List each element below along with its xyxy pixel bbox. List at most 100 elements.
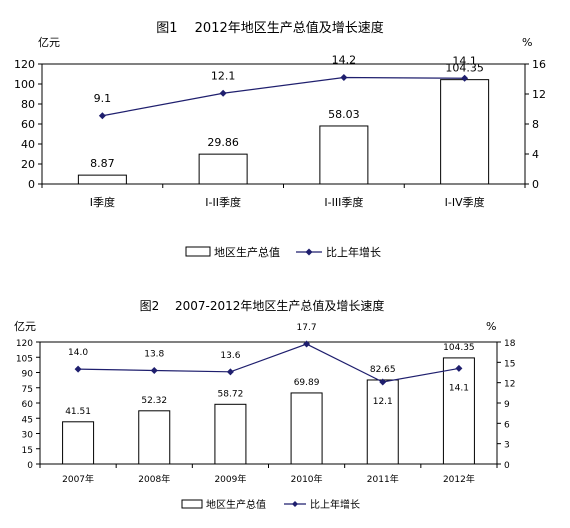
chart2-growth-value-label: 13.8 (144, 349, 164, 359)
chart2-legend-bar-label: 地区生产总值 (206, 498, 266, 511)
chart1-left-tick-label: 20 (21, 158, 35, 171)
chart2-bar-value-label: 104.35 (443, 343, 475, 353)
chart1-bar (440, 79, 490, 185)
chart1-category-label: I-II季度 (205, 195, 241, 209)
chart1-left-tick-label: 80 (21, 98, 35, 111)
chart2-growth-line (78, 343, 460, 383)
chart1-right-axis-unit: % (522, 36, 532, 49)
chart1-growth-point (461, 74, 469, 82)
chart1-left-tick-label: 120 (14, 58, 35, 71)
chart2-growth-point (379, 378, 387, 386)
chart2-category-label: 2010年 (291, 473, 323, 485)
chart2-growth-point (226, 368, 234, 376)
chart2-bar (442, 357, 475, 465)
chart1-left-tick-label: 60 (21, 118, 35, 131)
chart2-category-label: 2012年 (443, 473, 475, 485)
chart2-plot: 0 15 30 45 60 75 90 105 120 0 3 6 9 12 15 18 41.51 52.32 5… (16, 323, 516, 485)
chart1-category-label: I-IV季度 (445, 195, 485, 209)
chart2-bar-value-label: 69.89 (294, 378, 320, 388)
chart2-legend-line-label: 比上年增长 (310, 498, 360, 511)
chart2-right-tick-label: 15 (504, 359, 515, 369)
chart1-category-label: I季度 (90, 195, 115, 209)
chart2: 图2 2007-2012年地区生产总值及增长速度 亿元 % 0153045607… (14, 298, 516, 511)
chart2-bar (366, 379, 399, 465)
chart1-right-tick-label: 0 (532, 178, 539, 191)
chart1-bar (77, 174, 127, 185)
chart1-legend-bar-label: 地区生产总值 (214, 245, 280, 259)
chart2-category-label: 2009年 (214, 473, 246, 485)
chart2-bar (138, 410, 171, 465)
chart2-bar (62, 421, 95, 465)
chart2-right-tick-label: 0 (504, 461, 510, 471)
chart2-left-tick-label: 105 (16, 354, 33, 364)
chart2-right-tick-label: 18 (504, 339, 516, 349)
chart1-right-tick-label: 8 (532, 118, 539, 131)
chart1-left-tick-label: 0 (28, 178, 35, 191)
chart1-right-tick-label: 12 (532, 88, 546, 101)
chart1-legend-bar-swatch (185, 246, 211, 257)
chart2-right-tick-label: 3 (504, 441, 510, 451)
chart2-left-tick-label: 45 (22, 415, 33, 425)
chart2-bar-value-label: 58.72 (218, 389, 244, 399)
chart1-bar-value-label: 8.87 (90, 157, 115, 170)
chart1-bar-value-label: 58.03 (328, 108, 360, 121)
chart1-left-tick-label: 100 (14, 78, 35, 91)
chart2-left-tick-label: 0 (27, 461, 33, 471)
chart2-right-tick-label: 12 (504, 380, 515, 390)
chart1-plot: 0 20 40 60 80 100 120 0 4 8 12 16 8.87 29.86 58.03 104.… (14, 54, 546, 210)
chart2-bar-value-label: 52.32 (141, 396, 167, 406)
chart2-legend-bar-swatch (181, 499, 203, 509)
chart2-left-tick-label: 90 (22, 370, 34, 380)
chart2-category-label: 2011年 (367, 473, 399, 485)
chart1-growth-value-label: 14.1 (452, 54, 477, 67)
chart2-right-tick-label: 6 (504, 420, 510, 430)
chart1-legend-line-marker (305, 248, 313, 256)
chart2-left-tick-label: 15 (22, 446, 33, 456)
chart2-category-label: 2008年 (138, 473, 170, 485)
chart2-left-tick-label: 120 (16, 339, 33, 349)
chart2-title: 图2 2007-2012年地区生产总值及增长速度 (140, 298, 385, 313)
chart2-legend: 地区生产总值 比上年增长 (181, 498, 360, 511)
chart2-growth-point (455, 364, 463, 372)
chart2-bar-value-label: 41.51 (65, 407, 91, 417)
chart2-growth-point (150, 366, 158, 374)
chart2-growth-value-label: 13.6 (220, 351, 240, 361)
chart1-right-tick-label: 4 (532, 148, 539, 161)
chart1-bar (319, 125, 369, 185)
chart2-right-axis-unit: % (486, 320, 496, 333)
chart2-plot-frame (39, 341, 498, 465)
chart1-growth-point (98, 112, 106, 120)
chart1-left-tick-label: 40 (21, 138, 35, 151)
chart1-title: 图1 2012年地区生产总值及增长速度 (156, 20, 384, 36)
chart2-left-axis-unit: 亿元 (14, 320, 36, 333)
chart2-right-tick-label: 9 (504, 400, 510, 410)
chart2-bar (214, 403, 247, 465)
chart2-growth-value-label: 12.1 (373, 397, 393, 407)
chart1-legend: 地区生产总值 比上年增长 (185, 245, 381, 259)
chart1-left-axis-unit: 亿元 (38, 36, 60, 49)
chart1-right-tick-label: 16 (532, 58, 546, 71)
chart1: 图1 2012年地区生产总值及增长速度 亿元 % 020406080100120… (14, 20, 546, 259)
chart1-growth-value-label: 14.2 (332, 54, 357, 67)
chart2-growth-value-label: 14.1 (449, 383, 469, 393)
chart1-growth-point (340, 74, 348, 81)
chart1-bar-value-label: 104.35 (445, 62, 484, 75)
chart1-growth-value-label: 12.1 (211, 69, 236, 82)
chart1-category-label: I-III季度 (324, 195, 363, 209)
chart2-growth-point (74, 365, 82, 373)
chart2-growth-value-label: 17.7 (297, 323, 317, 333)
chart1-bar (198, 153, 248, 185)
chart1-growth-value-label: 9.1 (94, 92, 112, 105)
chart1-growth-line (102, 76, 465, 117)
chart2-left-tick-label: 75 (22, 385, 33, 395)
chart2-growth-value-label: 14.0 (68, 348, 88, 358)
chart2-category-label: 2007年 (62, 473, 94, 485)
chart2-legend-line-marker (292, 501, 298, 507)
chart2-growth-point (303, 340, 311, 348)
chart2-bar-value-label: 82.65 (370, 365, 396, 375)
chart2-left-tick-label: 30 (22, 431, 34, 441)
chart1-bar-value-label: 29.86 (207, 136, 239, 149)
chart1-legend-line-label: 比上年增长 (326, 245, 381, 259)
chart2-bar (290, 392, 323, 465)
